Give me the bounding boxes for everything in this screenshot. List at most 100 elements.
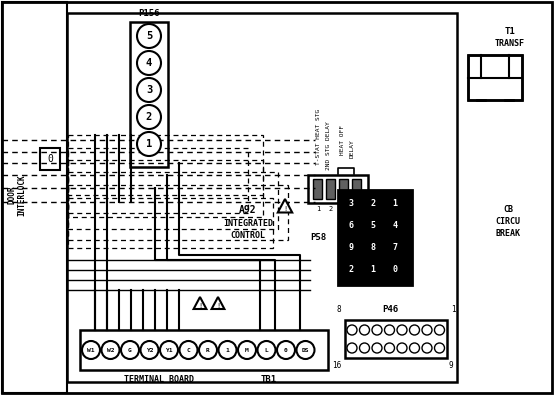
Text: 3: 3 xyxy=(342,206,346,212)
Text: !: ! xyxy=(216,303,220,309)
Bar xyxy=(68,198,273,248)
Bar xyxy=(2,2,67,393)
Text: TERMINAL BOARD: TERMINAL BOARD xyxy=(124,376,194,384)
Text: 1: 1 xyxy=(225,348,229,352)
Circle shape xyxy=(101,341,120,359)
Circle shape xyxy=(365,195,381,211)
Text: A92: A92 xyxy=(239,205,257,215)
Text: P58: P58 xyxy=(310,233,326,242)
Text: 1: 1 xyxy=(451,305,455,314)
Text: 2: 2 xyxy=(329,206,333,212)
Text: DS: DS xyxy=(302,348,309,352)
Text: 0: 0 xyxy=(47,154,53,164)
Text: CIRCU: CIRCU xyxy=(495,218,521,226)
Circle shape xyxy=(360,343,370,353)
Circle shape xyxy=(409,325,419,335)
Bar xyxy=(326,179,335,199)
Text: 2: 2 xyxy=(371,199,376,207)
Bar xyxy=(68,135,263,195)
Circle shape xyxy=(137,24,161,48)
Text: 4: 4 xyxy=(146,58,152,68)
Circle shape xyxy=(347,343,357,353)
Circle shape xyxy=(258,341,275,359)
Text: 4: 4 xyxy=(392,220,398,229)
Text: !: ! xyxy=(198,303,202,309)
Text: 9: 9 xyxy=(348,243,353,252)
Text: T-STAT HEAT STG: T-STAT HEAT STG xyxy=(315,109,321,165)
Circle shape xyxy=(179,341,197,359)
Text: 8: 8 xyxy=(371,243,376,252)
Bar xyxy=(67,13,457,382)
Text: 1: 1 xyxy=(146,139,152,149)
Circle shape xyxy=(384,325,394,335)
Text: 0: 0 xyxy=(284,348,288,352)
Bar xyxy=(345,320,447,358)
Text: HEAT OFF: HEAT OFF xyxy=(340,125,345,155)
Text: 2ND STG DELAY: 2ND STG DELAY xyxy=(326,121,331,170)
Circle shape xyxy=(137,78,161,102)
Bar xyxy=(68,185,288,240)
Circle shape xyxy=(372,343,382,353)
Circle shape xyxy=(160,341,178,359)
Bar xyxy=(352,179,361,199)
Text: L: L xyxy=(265,348,268,352)
Text: 2: 2 xyxy=(146,112,152,122)
Circle shape xyxy=(422,343,432,353)
Text: 7: 7 xyxy=(392,243,398,252)
Text: INTERLOCK: INTERLOCK xyxy=(18,174,27,216)
Text: C: C xyxy=(187,348,191,352)
Circle shape xyxy=(199,341,217,359)
Circle shape xyxy=(343,261,359,277)
Text: 6: 6 xyxy=(348,220,353,229)
Bar xyxy=(40,148,60,170)
Circle shape xyxy=(347,325,357,335)
Text: W2: W2 xyxy=(107,348,114,352)
Text: 2: 2 xyxy=(348,265,353,273)
Text: 5: 5 xyxy=(371,220,376,229)
Circle shape xyxy=(218,341,237,359)
Bar xyxy=(468,55,522,100)
Circle shape xyxy=(365,239,381,255)
Text: !: ! xyxy=(283,206,287,212)
Circle shape xyxy=(387,217,403,233)
Bar xyxy=(68,172,278,229)
Text: 9: 9 xyxy=(449,361,453,371)
Bar xyxy=(68,148,248,213)
Circle shape xyxy=(409,343,419,353)
Circle shape xyxy=(343,239,359,255)
Text: DELAY: DELAY xyxy=(350,139,355,158)
Text: Y1: Y1 xyxy=(165,348,173,352)
Circle shape xyxy=(277,341,295,359)
Text: 3: 3 xyxy=(146,85,152,95)
Text: P46: P46 xyxy=(382,305,398,314)
Text: 0: 0 xyxy=(392,265,398,273)
Text: 5: 5 xyxy=(146,31,152,41)
Text: 1: 1 xyxy=(316,206,320,212)
Text: Y2: Y2 xyxy=(146,348,153,352)
Circle shape xyxy=(397,343,407,353)
Text: TRANSF: TRANSF xyxy=(495,40,525,49)
Circle shape xyxy=(372,325,382,335)
Circle shape xyxy=(137,105,161,129)
Circle shape xyxy=(121,341,139,359)
Circle shape xyxy=(360,325,370,335)
Text: W1: W1 xyxy=(87,348,95,352)
Text: INTEGRATED: INTEGRATED xyxy=(223,220,273,228)
Circle shape xyxy=(434,343,444,353)
Text: R: R xyxy=(206,348,210,352)
Text: 1: 1 xyxy=(371,265,376,273)
Text: CB: CB xyxy=(503,205,513,214)
Bar xyxy=(338,190,412,285)
Text: G: G xyxy=(128,348,132,352)
Circle shape xyxy=(82,341,100,359)
Circle shape xyxy=(387,239,403,255)
Circle shape xyxy=(434,325,444,335)
Bar xyxy=(468,55,522,100)
Text: 4: 4 xyxy=(355,206,359,212)
Circle shape xyxy=(365,217,381,233)
Circle shape xyxy=(422,325,432,335)
Circle shape xyxy=(238,341,256,359)
Polygon shape xyxy=(212,297,224,309)
Circle shape xyxy=(141,341,158,359)
Bar xyxy=(80,330,328,370)
